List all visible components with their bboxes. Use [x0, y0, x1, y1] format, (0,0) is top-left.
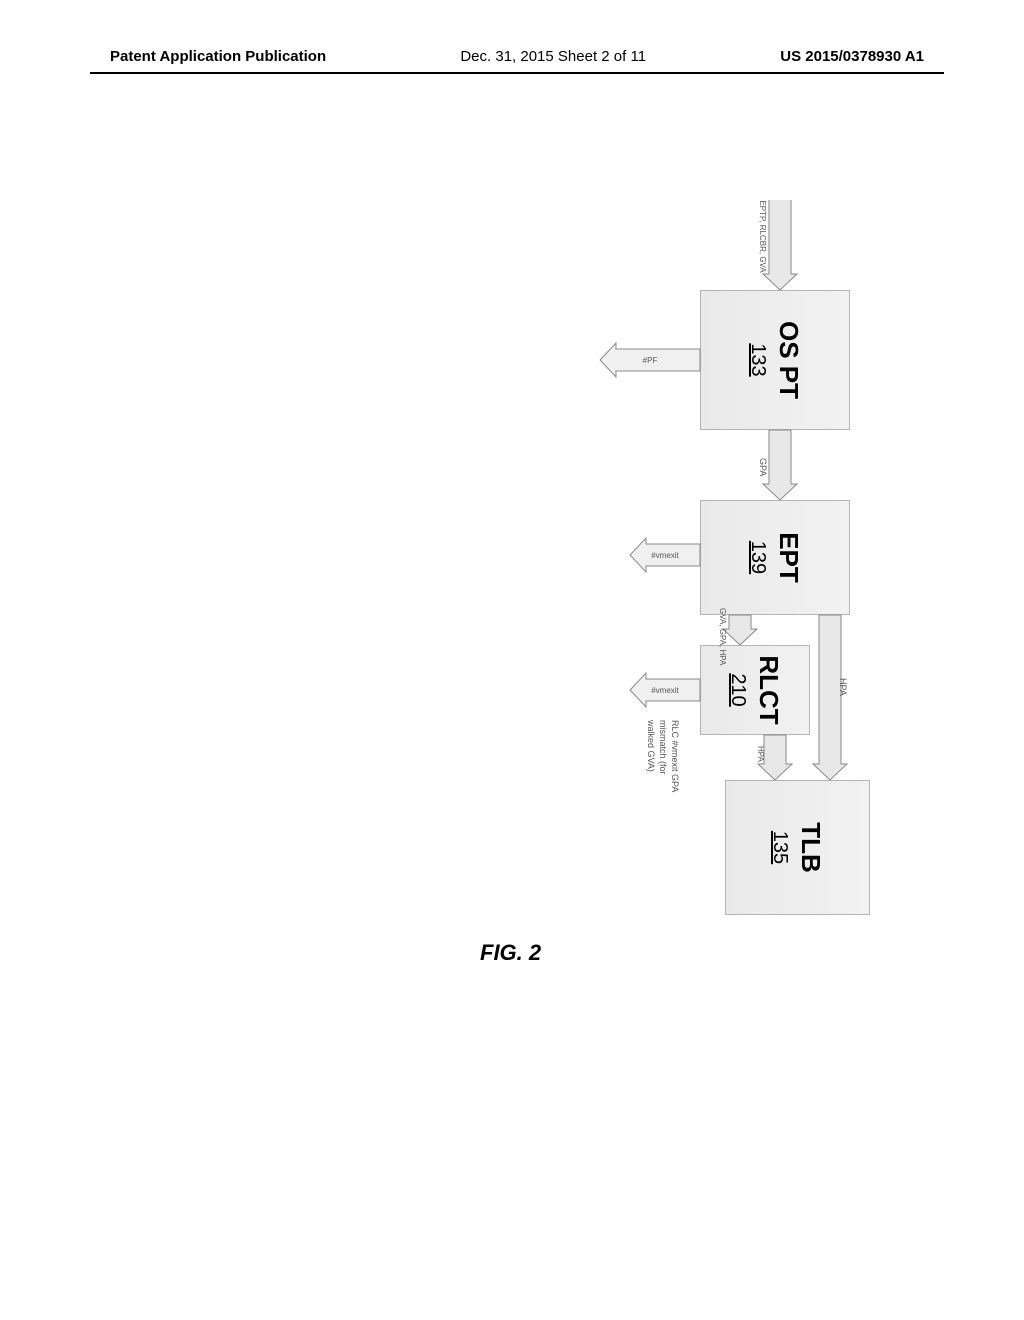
arrow-label-hpa_mid: HPA	[756, 746, 765, 763]
arrow-label-in: CR3, EPTP, RLCBR, GVA	[758, 200, 767, 273]
header-rule	[90, 72, 944, 74]
diagram-stage: OS PT133EPT139RLCT210TLB135CR3, EPTP, RL…	[470, 210, 910, 950]
header-mid: Dec. 31, 2015 Sheet 2 of 11	[460, 48, 646, 65]
arrow-label-pf: #PF	[643, 356, 658, 365]
arrow-in	[763, 200, 797, 290]
arrow-label-hpa_top: HPA	[838, 678, 848, 696]
diagram-rotated-container: OS PT133EPT139RLCT210TLB135CR3, EPTP, RL…	[190, 330, 910, 830]
header-left: Patent Application Publication	[110, 48, 326, 65]
rlc-label-line2: mismatch (for	[658, 720, 668, 775]
rlc-label-line3: walked GVA)	[646, 719, 656, 772]
arrow-label-vmx2: #vmexit	[651, 686, 679, 695]
arrow-label-gpa: GPA	[758, 458, 768, 476]
rlc-label-line1: RLC #vmexit GPA	[670, 720, 680, 792]
arrow-gva3	[723, 615, 757, 645]
arrow-layer: CR3, EPTP, RLCBR, GVA GPA HPA GVA, GPA, HPA…	[470, 200, 910, 960]
arrow-label-gva3: GVA, GPA, HPA	[718, 608, 727, 666]
arrow-gpa	[763, 430, 797, 500]
header-right: US 2015/0378930 A1	[780, 48, 924, 65]
page-header: Patent Application Publication Dec. 31, …	[0, 48, 1024, 65]
arrow-hpa_top	[813, 615, 847, 780]
arrow-label-vmx1: #vmexit	[651, 551, 679, 560]
figure-label: FIG. 2	[480, 940, 541, 966]
